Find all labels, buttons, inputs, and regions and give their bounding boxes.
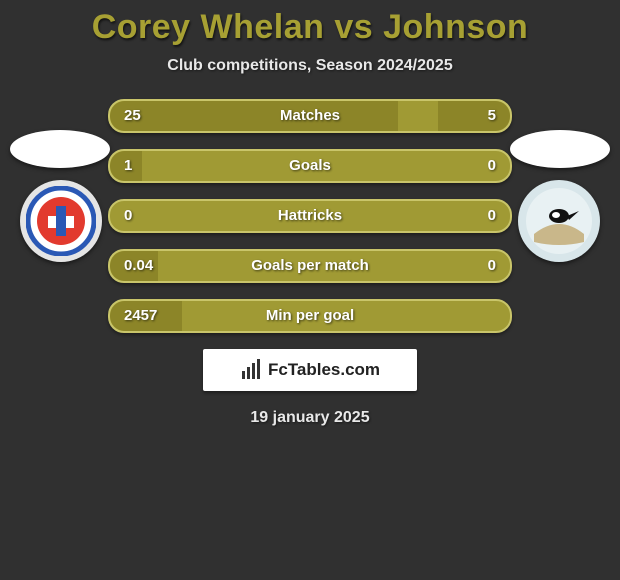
page-title: Corey Whelan vs Johnson — [0, 0, 620, 47]
team-badge-right — [518, 180, 600, 262]
stat-label: Goals per match — [110, 251, 510, 281]
stat-row: 1 Goals 0 — [108, 149, 512, 183]
stat-row: 0 Hattricks 0 — [108, 199, 512, 233]
stat-label: Goals — [110, 151, 510, 181]
stat-right-value: 0 — [488, 151, 496, 181]
shield-icon — [524, 186, 594, 256]
date-text: 19 january 2025 — [0, 409, 620, 427]
stat-label: Matches — [110, 101, 510, 131]
subtitle: Club competitions, Season 2024/2025 — [0, 57, 620, 75]
stat-right-value: 5 — [488, 101, 496, 131]
player-photo-left — [10, 130, 110, 168]
team-badge-left — [20, 180, 102, 262]
stat-row: 0.04 Goals per match 0 — [108, 249, 512, 283]
brand-text: FcTables.com — [268, 360, 380, 380]
stat-right-value: 0 — [488, 201, 496, 231]
stat-right-value: 0 — [488, 251, 496, 281]
chart-icon — [240, 359, 262, 381]
stat-row: 2457 Min per goal — [108, 299, 512, 333]
shield-icon — [26, 186, 96, 256]
stat-label: Min per goal — [110, 301, 510, 331]
comparison-card: Corey Whelan vs Johnson Club competition… — [0, 0, 620, 580]
brand-badge[interactable]: FcTables.com — [203, 349, 417, 391]
stat-row: 25 Matches 5 — [108, 99, 512, 133]
stat-label: Hattricks — [110, 201, 510, 231]
player-photo-right — [510, 130, 610, 168]
